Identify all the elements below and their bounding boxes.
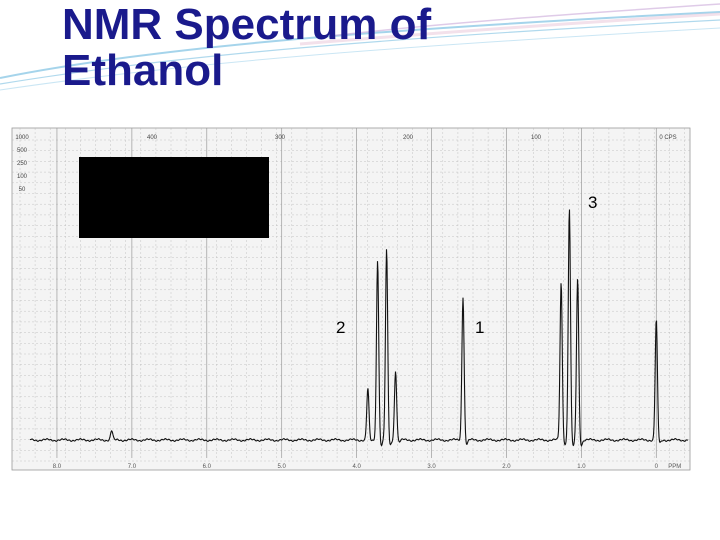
spectrum-trace bbox=[29, 209, 689, 447]
x-tick-label: 0 bbox=[655, 464, 659, 470]
peak-label-1: 1 bbox=[475, 318, 485, 337]
redacted-block bbox=[79, 157, 269, 238]
x-tick-label: 4.0 bbox=[352, 464, 361, 470]
cps-scale-label: 200 bbox=[403, 135, 414, 141]
peak-label-3: 3 bbox=[588, 193, 598, 212]
title-swoosh-decoration bbox=[0, 3, 720, 91]
peak-label-2: 2 bbox=[336, 318, 346, 337]
cps-scale-label: 300 bbox=[275, 135, 286, 141]
cps-scale-label: 1000 bbox=[15, 135, 29, 141]
slide-title: NMR Spectrum of Ethanol bbox=[62, 2, 431, 94]
cps-scale-label: 100 bbox=[17, 174, 28, 180]
x-tick-label: 2.0 bbox=[502, 464, 511, 470]
x-tick-label: 1.0 bbox=[577, 464, 586, 470]
x-axis-label: PPM bbox=[668, 464, 681, 470]
title-line-2: Ethanol bbox=[62, 46, 224, 95]
x-tick-label: 5.0 bbox=[278, 464, 287, 470]
cps-scale-label: 500 bbox=[17, 148, 28, 154]
cps-scale-label: 250 bbox=[17, 161, 28, 167]
cps-scale-label: 0 CPS bbox=[659, 135, 676, 141]
cps-scale-label: 400 bbox=[147, 135, 158, 141]
cps-scale-label: 100 bbox=[531, 135, 542, 141]
title-line-1: NMR Spectrum of bbox=[62, 0, 432, 49]
x-tick-label: 3.0 bbox=[427, 464, 436, 470]
cps-scale-label: 50 bbox=[19, 187, 26, 193]
x-tick-label: 7.0 bbox=[128, 464, 137, 470]
x-tick-label: 6.0 bbox=[203, 464, 212, 470]
x-tick-label: 8.0 bbox=[53, 464, 62, 470]
